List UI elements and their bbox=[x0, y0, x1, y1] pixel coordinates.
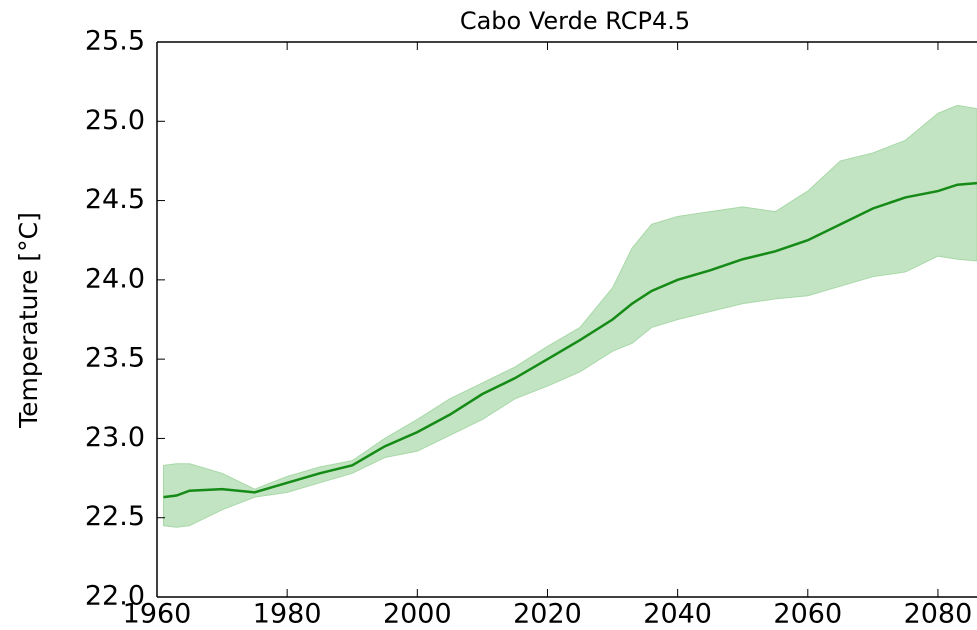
series-line bbox=[163, 181, 977, 499]
x-tick-label: 1980 bbox=[253, 599, 322, 630]
x-tick-label: 2060 bbox=[773, 599, 842, 630]
chart-title: Cabo Verde RCP4.5 bbox=[460, 7, 690, 35]
y-tick-label: 25.0 bbox=[85, 105, 145, 136]
y-tick-label: 25.5 bbox=[85, 26, 145, 57]
x-tick-label: 2080 bbox=[904, 599, 973, 630]
y-axis-label: Temperature [°C] bbox=[14, 212, 43, 429]
x-tick-label: 2020 bbox=[513, 599, 582, 630]
y-tick-label: 22.5 bbox=[85, 501, 145, 532]
y-tick-label: 24.5 bbox=[85, 184, 145, 215]
x-tick-label: 2040 bbox=[643, 599, 712, 630]
y-tick-label: 22.0 bbox=[85, 581, 145, 612]
x-tick-label: 1960 bbox=[123, 599, 192, 630]
y-tick-label: 24.0 bbox=[85, 263, 145, 294]
x-tick-label: 2000 bbox=[383, 599, 452, 630]
y-tick-label: 23.0 bbox=[85, 422, 145, 453]
y-tick-label: 23.5 bbox=[85, 343, 145, 374]
uncertainty-band bbox=[163, 104, 977, 528]
